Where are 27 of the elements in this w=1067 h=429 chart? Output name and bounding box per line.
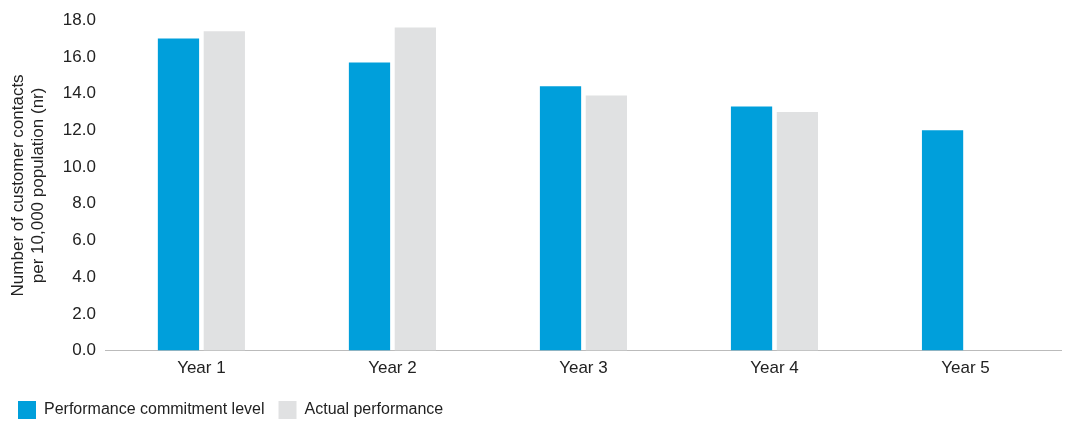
x-tick-label: Year 1 xyxy=(177,358,226,378)
y-tick-label: 16.0 xyxy=(62,46,96,66)
bar xyxy=(203,31,245,351)
y-tick-label: 10.0 xyxy=(62,156,96,176)
x-tick-label: Year 2 xyxy=(368,358,417,378)
bar xyxy=(394,27,436,351)
y-axis-title: Number of customer contacts per 10,000 population (nr) xyxy=(7,74,48,297)
bar xyxy=(348,62,391,351)
legend-label: Performance commitment level xyxy=(44,400,265,418)
bar xyxy=(921,130,964,351)
y-tick-label: 8.0 xyxy=(72,193,96,213)
x-tick-label: Year 3 xyxy=(559,358,608,378)
legend-label: Actual performance xyxy=(304,400,444,418)
y-tick-label: 4.0 xyxy=(72,266,96,286)
y-tick-label: 12.0 xyxy=(62,120,96,140)
bar xyxy=(539,86,582,351)
y-tick-label: 0.0 xyxy=(72,340,96,360)
bar xyxy=(730,106,773,351)
bar xyxy=(157,38,200,351)
x-tick-label: Year 4 xyxy=(750,358,799,378)
y-tick-label: 2.0 xyxy=(72,303,96,323)
y-tick-label: 14.0 xyxy=(62,83,96,103)
y-tick-label: 18.0 xyxy=(62,9,96,29)
x-tick-label: Year 5 xyxy=(941,358,990,378)
bar xyxy=(776,111,819,351)
bar xyxy=(585,95,627,351)
y-tick-label: 6.0 xyxy=(72,230,96,250)
